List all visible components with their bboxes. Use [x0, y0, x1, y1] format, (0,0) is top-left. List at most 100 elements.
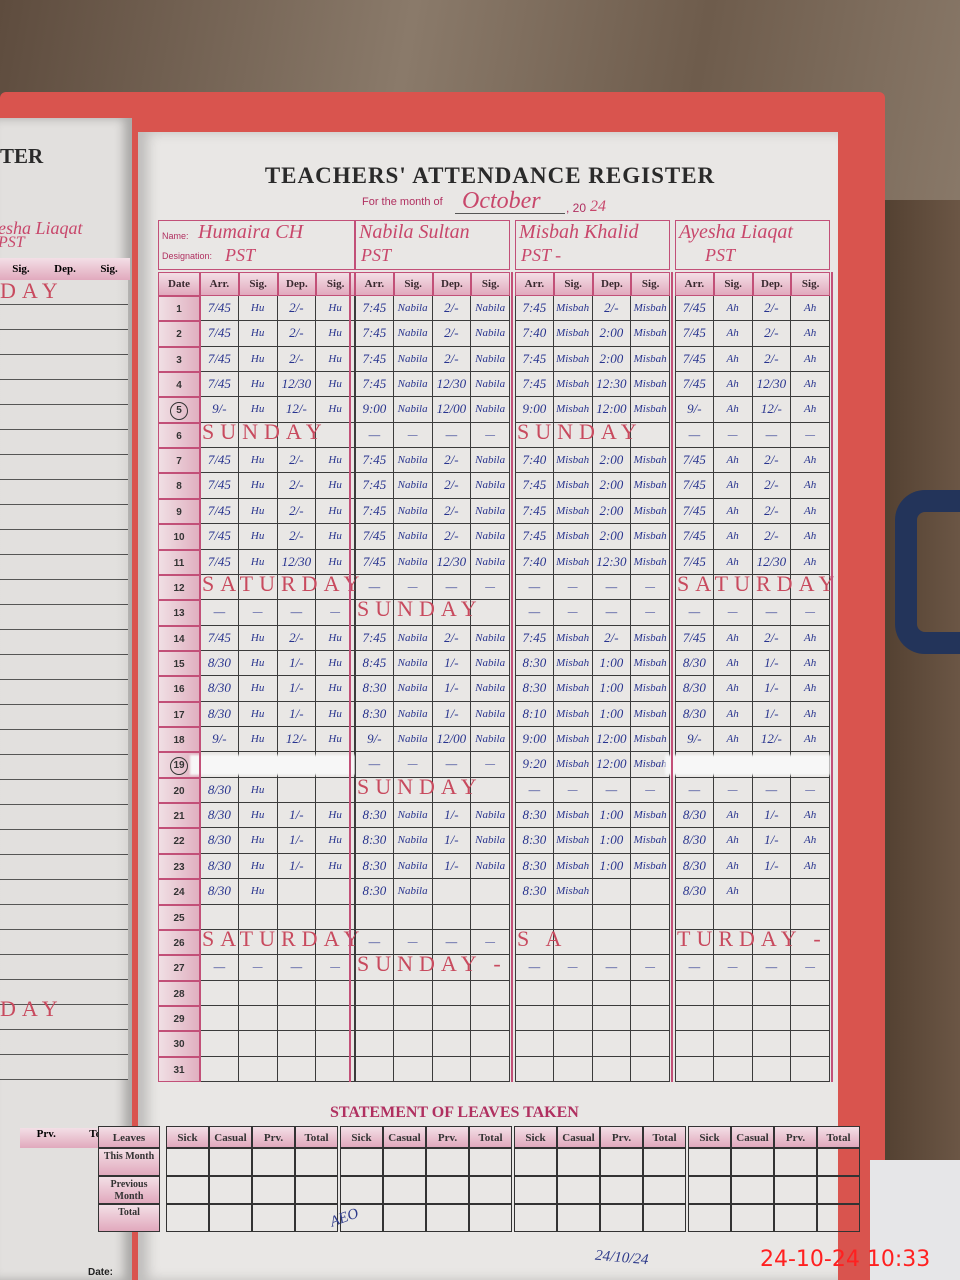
departure-cell: 1/-: [752, 803, 792, 829]
leaves-column-header: Prv.: [774, 1126, 817, 1148]
arrival-cell: [515, 1056, 554, 1082]
signature-cell: —: [393, 574, 433, 601]
signature-cell: [316, 1031, 355, 1057]
arrival-cell: [355, 980, 394, 1006]
departure-cell: [432, 879, 472, 905]
holiday-note: SUNDAY: [517, 418, 643, 444]
departure-cell: [277, 879, 317, 905]
leaves-value-cell: [600, 1148, 643, 1176]
signature-cell: [631, 929, 670, 956]
leaves-statement-title: STATEMENT OF LEAVES TAKEN: [330, 1104, 579, 1121]
arrival-cell: 7/45: [200, 498, 239, 525]
signature-cell: Hu: [316, 803, 355, 829]
signature-cell: [316, 929, 355, 956]
signature-cell: Nabila: [393, 676, 433, 702]
signature-cell: Hu: [316, 650, 355, 677]
signature-cell: Hu: [316, 701, 355, 728]
departure-cell: —: [277, 600, 317, 626]
arrival-cell: 8/30: [675, 853, 714, 880]
signature-cell: —: [713, 422, 753, 449]
signature-cell: [471, 955, 510, 981]
leaves-value-cell: [426, 1148, 469, 1176]
date-cell: 17: [158, 701, 200, 728]
signature-cell: Ah: [791, 397, 830, 423]
signature-cell: Ah: [791, 828, 830, 854]
signature-cell: Misbah: [553, 321, 593, 347]
arrival-cell: 7:45: [355, 498, 394, 525]
arrival-cell: 7/45: [675, 346, 714, 373]
column-header: Arr.: [355, 272, 394, 296]
holiday-note: S A: [517, 925, 568, 951]
departure-cell: 2/-: [277, 625, 317, 651]
arrival-cell: 9:00: [515, 397, 554, 423]
arrival-cell: 9/-: [200, 727, 239, 753]
departure-cell: 2/-: [432, 448, 472, 474]
signature-cell: [471, 1005, 510, 1032]
arrival-cell: —: [355, 752, 394, 778]
departure-cell: 12/00: [432, 397, 472, 423]
departure-cell: 2/-: [592, 296, 632, 322]
date-cell: 20: [158, 777, 200, 804]
leaves-value-cell: [514, 1148, 557, 1176]
departure-cell: [432, 904, 472, 930]
arrival-cell: [675, 1056, 714, 1082]
departure-cell: —: [752, 955, 792, 981]
signature-cell: —: [791, 422, 830, 449]
signature-cell: Misbah: [553, 828, 593, 854]
date-cell: 25: [158, 904, 200, 930]
signature-cell: [631, 879, 670, 905]
departure-cell: 1/-: [432, 701, 472, 728]
signature-cell: [238, 574, 278, 601]
arrival-cell: [355, 904, 394, 930]
signature-cell: —: [553, 600, 593, 626]
leaves-value-cell: [252, 1148, 295, 1176]
departure-cell: [752, 574, 792, 601]
signature-cell: Misbah: [553, 727, 593, 753]
arrival-cell: 9/-: [675, 727, 714, 753]
signature-cell: —: [553, 955, 593, 981]
leaves-value-cell: [643, 1176, 686, 1204]
departure-cell: [752, 1031, 792, 1057]
signature-cell: —: [553, 574, 593, 601]
departure-cell: [752, 904, 792, 930]
departure-cell: [592, 1031, 632, 1057]
photo-timestamp: 24-10-24 10:33: [760, 1247, 931, 1272]
signature-cell: [791, 879, 830, 905]
signature-cell: [553, 422, 593, 449]
date-cell: 2: [158, 321, 200, 347]
departure-cell: [432, 980, 472, 1006]
leaves-column-header: Prv.: [252, 1126, 295, 1148]
arrival-cell: 7/45: [200, 372, 239, 398]
signature-cell: [316, 1056, 355, 1082]
leaves-value-cell: [817, 1204, 860, 1232]
group-divider: [671, 272, 673, 1082]
group-divider: [511, 272, 513, 1082]
arrival-cell: [200, 1031, 239, 1057]
leaves-value-cell: [600, 1204, 643, 1232]
date-cell: 10: [158, 524, 200, 550]
left-header-dep: Dep.: [54, 263, 76, 275]
departure-cell: 2/-: [752, 346, 792, 373]
signature-cell: Ah: [791, 727, 830, 753]
leaves-column-header: Prv.: [600, 1126, 643, 1148]
signature-cell: Ah: [791, 448, 830, 474]
departure-cell: [752, 980, 792, 1006]
signature-cell: [713, 929, 753, 956]
left-header-sig-2: Sig.: [100, 263, 118, 275]
date-cell: 24: [158, 879, 200, 905]
wooden-table-edge: [870, 200, 960, 1280]
signature-cell: Hu: [238, 296, 278, 322]
departure-cell: 12/-: [752, 397, 792, 423]
signature-cell: [631, 422, 670, 449]
departure-cell: 2:00: [592, 448, 632, 474]
signature-cell: Nabila: [471, 524, 510, 550]
arrival-cell: [515, 422, 554, 449]
signature-cell: Ah: [713, 727, 753, 753]
departure-cell: 2:00: [592, 346, 632, 373]
departure-cell: [592, 879, 632, 905]
signature-cell: —: [631, 600, 670, 626]
signature-cell: Misbah: [631, 650, 670, 677]
departure-cell: 2:00: [592, 524, 632, 550]
left-leaves-prv: Prv.: [36, 1128, 56, 1140]
leaves-value-cell: [340, 1204, 383, 1232]
